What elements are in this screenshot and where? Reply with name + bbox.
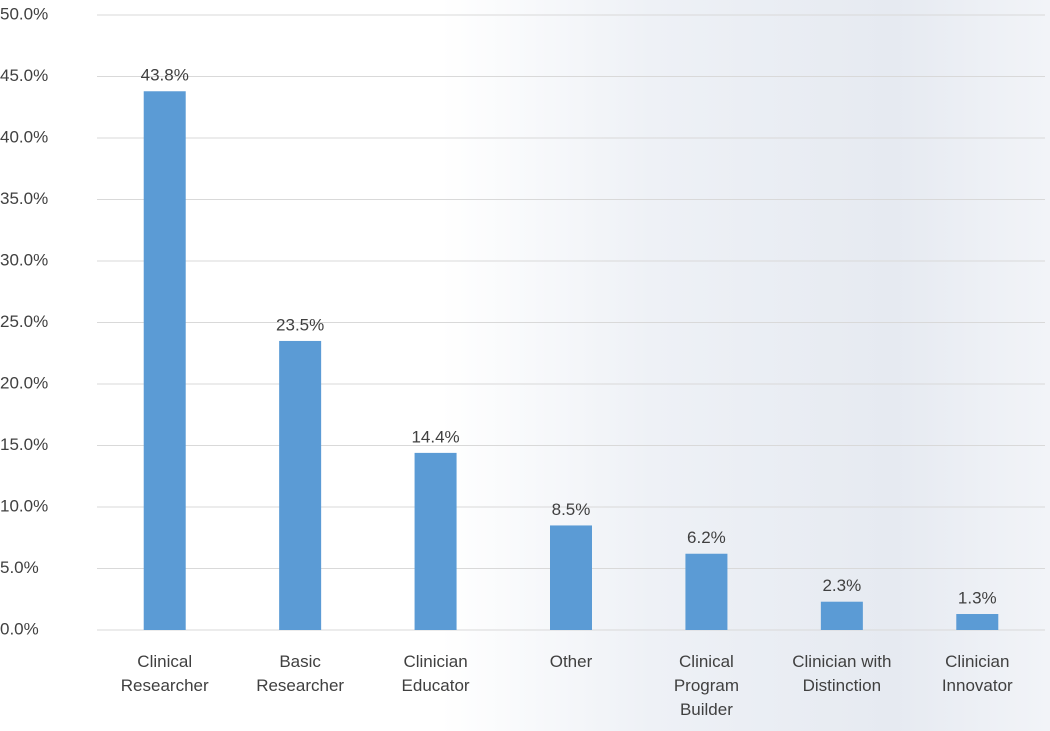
y-tick-label: 35.0% xyxy=(0,189,48,208)
data-label: 6.2% xyxy=(687,528,726,547)
y-tick-label: 15.0% xyxy=(0,435,48,454)
x-tick-label: Clinical Program Builder xyxy=(673,652,740,719)
bar xyxy=(279,340,322,630)
x-tick-label: Other xyxy=(549,652,593,671)
data-label: 2.3% xyxy=(822,576,861,595)
data-label: 8.5% xyxy=(552,500,591,519)
data-label: 23.5% xyxy=(276,315,324,334)
x-tick-label: Basic Researcher xyxy=(256,652,345,695)
bar xyxy=(685,553,728,630)
x-tick-label: Clinician with Distinction xyxy=(792,652,892,695)
bar xyxy=(143,91,186,630)
y-tick-label: 45.0% xyxy=(0,66,48,85)
y-tick-label: 5.0% xyxy=(0,558,39,577)
y-tick-label: 40.0% xyxy=(0,127,48,146)
y-tick-label: 25.0% xyxy=(0,312,48,331)
bar xyxy=(956,614,999,630)
y-tick-label: 0.0% xyxy=(0,619,39,638)
data-label: 14.4% xyxy=(411,427,459,446)
x-tick-label: Clinician Innovator xyxy=(941,652,1013,695)
y-tick-label: 20.0% xyxy=(0,373,48,392)
data-label: 1.3% xyxy=(958,588,997,607)
bar xyxy=(550,525,592,630)
y-tick-label: 50.0% xyxy=(0,4,48,23)
x-tick-label: Clinical Researcher xyxy=(120,652,209,695)
bar xyxy=(414,452,457,630)
y-tick-label: 10.0% xyxy=(0,496,48,515)
x-tick-label: Clinician Educator xyxy=(401,652,470,695)
y-tick-label: 30.0% xyxy=(0,250,48,269)
bar xyxy=(820,601,863,630)
data-label: 43.8% xyxy=(141,66,189,85)
